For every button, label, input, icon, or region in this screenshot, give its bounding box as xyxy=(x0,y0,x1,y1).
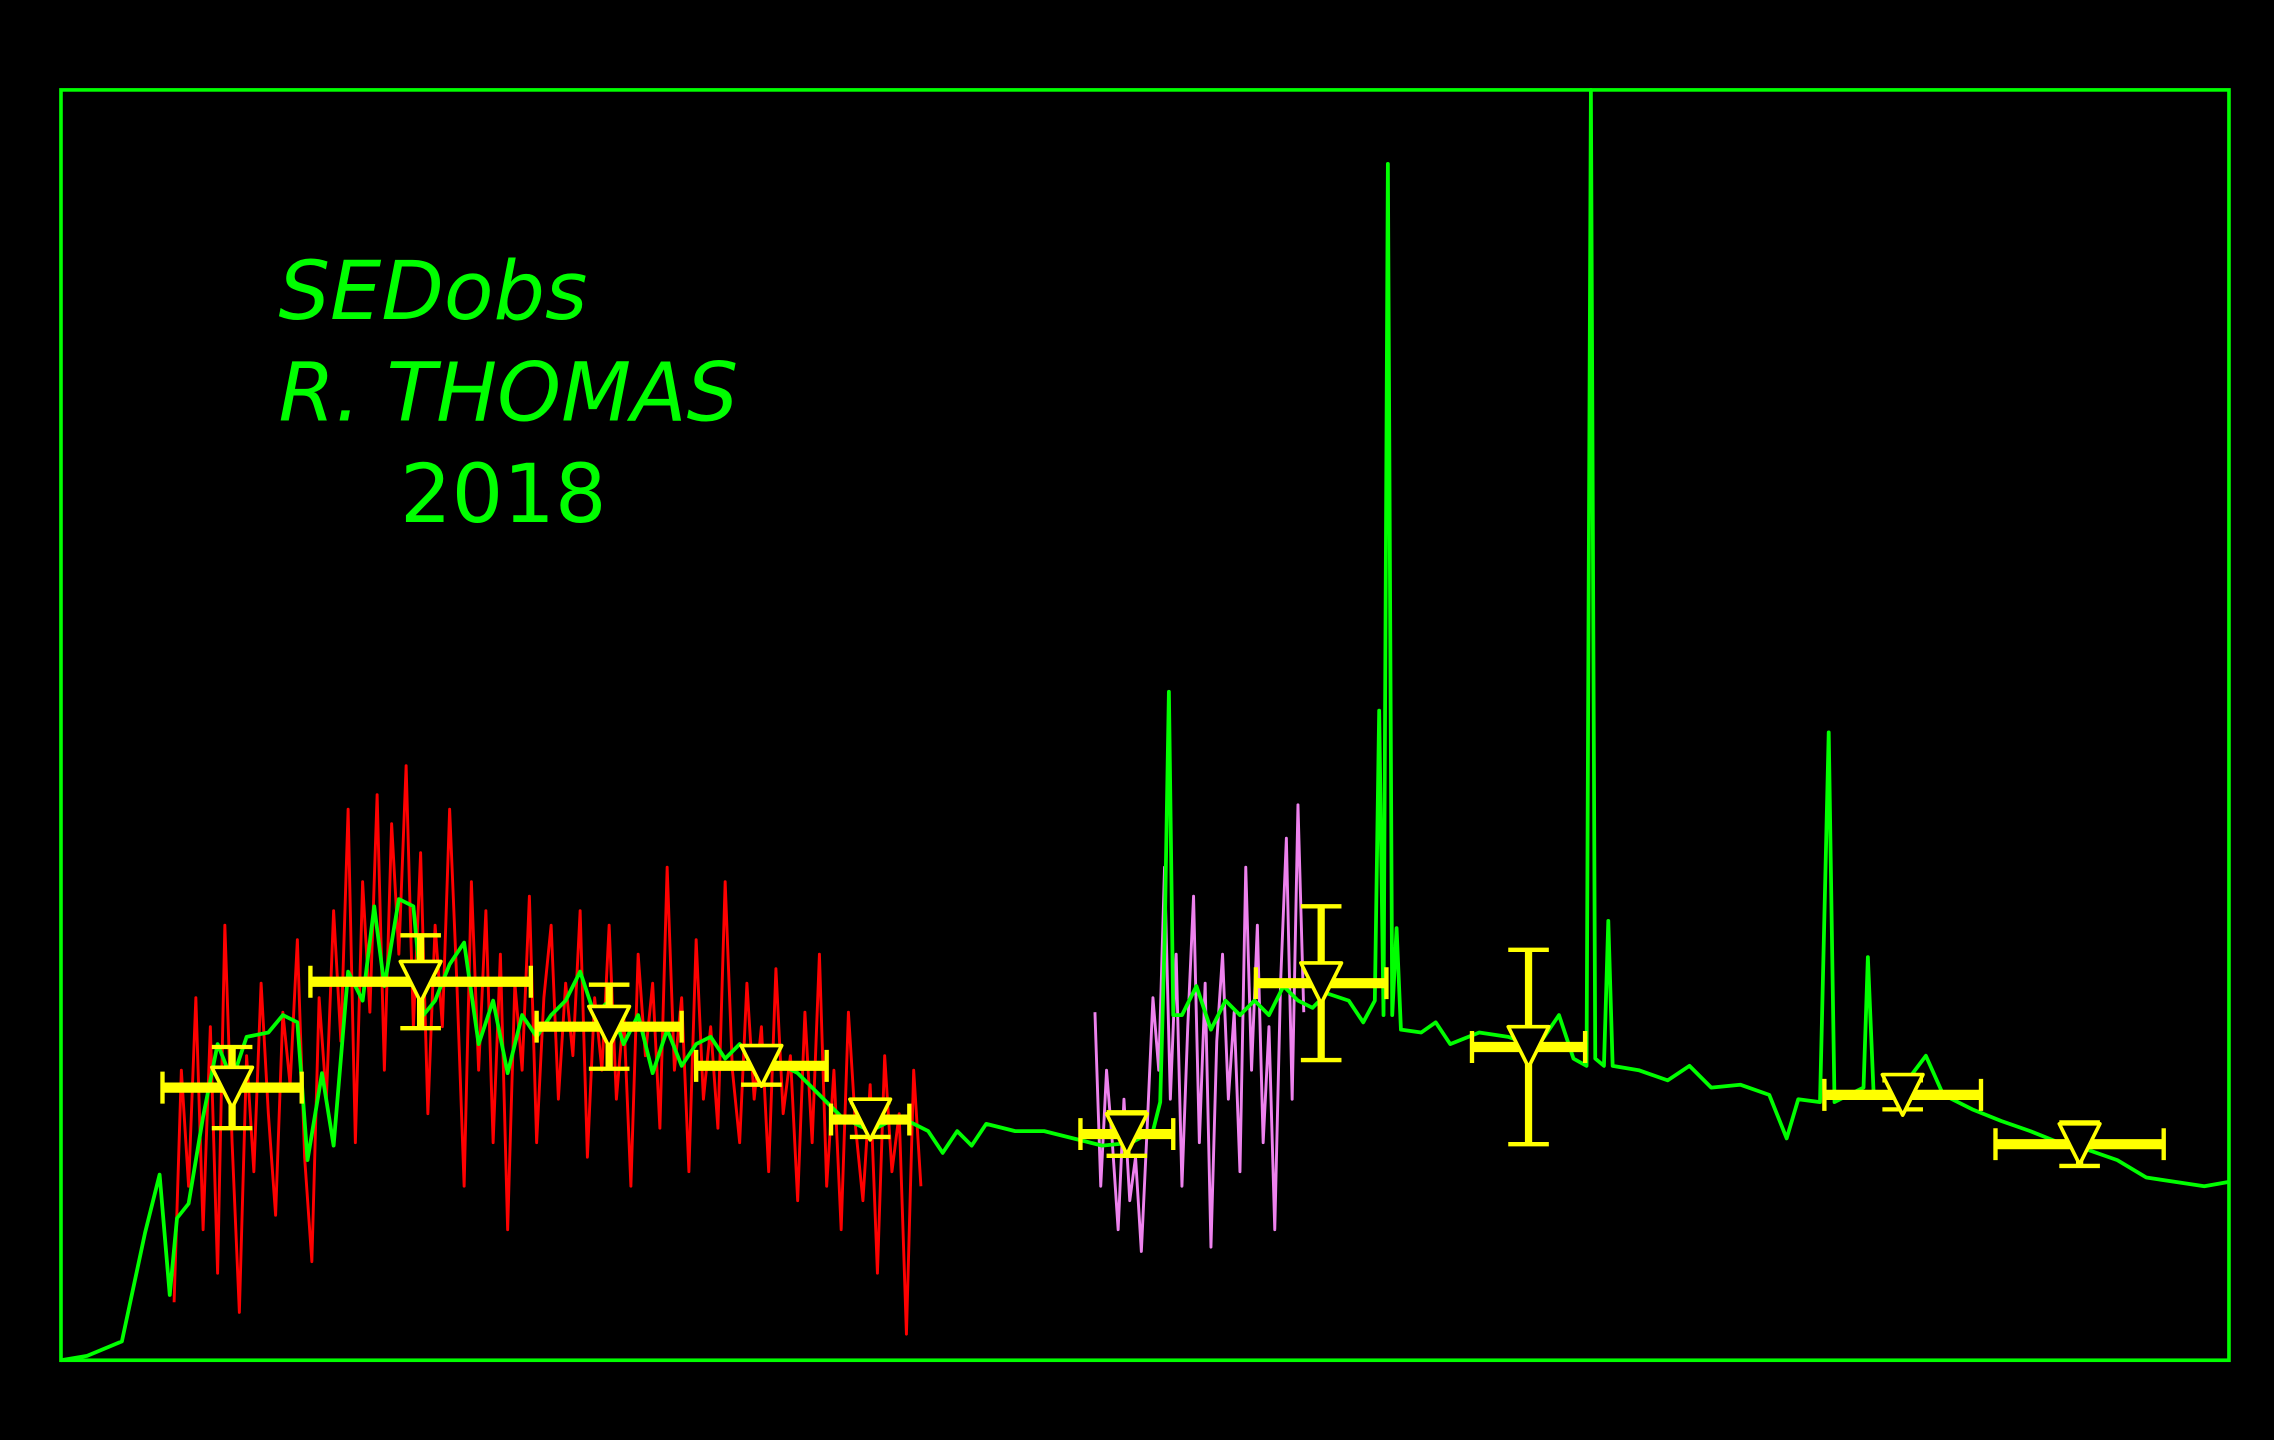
y-error-caps xyxy=(588,982,630,1071)
x-error-caps xyxy=(1253,967,1389,1000)
y-error-caps xyxy=(1508,947,1549,1147)
plot-frame xyxy=(59,88,2231,1363)
logo-title: SEDobs xyxy=(279,245,588,339)
x-error-caps xyxy=(828,1103,912,1136)
x-error-caps xyxy=(534,1010,684,1043)
upper-limit-marker xyxy=(398,959,443,1004)
upper-limit-marker xyxy=(209,1065,255,1110)
upper-limit-marker xyxy=(2057,1122,2102,1167)
upper-limit-marker xyxy=(739,1043,784,1088)
x-error-caps xyxy=(160,1071,304,1104)
x-error-caps xyxy=(1078,1118,1176,1150)
upper-limit-marker xyxy=(848,1097,893,1142)
y-error-caps xyxy=(400,933,441,1031)
upper-limit-marker xyxy=(1506,1024,1551,1070)
logo-author: R. THOMAS xyxy=(279,347,739,441)
x-error-caps xyxy=(1469,1031,1588,1063)
x-error-caps xyxy=(308,965,534,998)
y-error-caps xyxy=(211,1044,253,1131)
spectrum-line xyxy=(172,764,923,1336)
y-error-caps xyxy=(1300,904,1342,1063)
upper-limit-marker xyxy=(1104,1111,1149,1157)
upper-limit-marker xyxy=(1880,1072,1925,1117)
upper-limit-marker xyxy=(587,1004,632,1049)
x-error-caps xyxy=(1993,1128,2166,1161)
spectrum-line xyxy=(1093,803,1306,1253)
x-error-caps xyxy=(1822,1078,1984,1111)
upper-limit-marker xyxy=(1299,961,1344,1006)
logo-year: 2018 xyxy=(400,448,607,542)
x-error-caps xyxy=(693,1049,829,1082)
